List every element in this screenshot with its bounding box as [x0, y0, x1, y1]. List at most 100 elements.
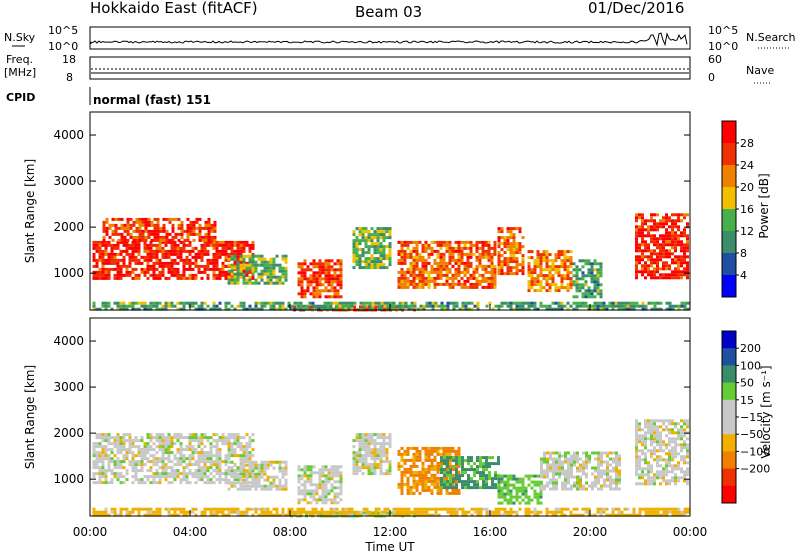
heatmap-cell	[543, 487, 546, 491]
heatmap-cell	[597, 457, 600, 461]
heatmap-cell	[339, 486, 343, 490]
heatmap-cell	[358, 457, 362, 461]
heatmap-cell	[665, 458, 668, 462]
heatmap-cell	[134, 445, 138, 449]
heatmap-cell	[284, 478, 288, 482]
heatmap-cell	[518, 251, 522, 255]
heatmap-cell	[123, 226, 127, 230]
heatmap-cell	[147, 232, 151, 236]
heatmap-cell	[203, 252, 207, 256]
heatmap-cell	[668, 443, 671, 447]
heatmap-cell	[248, 472, 252, 476]
heatmap-cell	[415, 285, 419, 289]
heatmap-cell	[433, 473, 437, 477]
heatmap-cell	[521, 301, 525, 305]
heatmap-cell	[563, 265, 567, 269]
heatmap-cell	[330, 259, 334, 263]
heatmap-cell	[278, 263, 282, 267]
heatmap-cell	[686, 240, 689, 244]
heatmap-cell	[590, 268, 594, 272]
heatmap-cell	[443, 471, 446, 475]
heatmap-cell	[140, 304, 144, 308]
heatmap-cell	[644, 434, 647, 438]
heatmap-cell	[397, 282, 401, 286]
heatmap-cell	[239, 481, 243, 485]
heatmap-cell	[614, 304, 618, 308]
heatmap-cell	[677, 434, 680, 438]
heatmap-cell	[352, 457, 356, 461]
heatmap-cell	[101, 466, 105, 470]
heatmap-cell	[464, 468, 467, 472]
heatmap-cell	[674, 473, 677, 477]
heatmap-cell	[251, 260, 255, 264]
heatmap-cell	[324, 268, 328, 272]
heatmap-cell	[677, 213, 680, 217]
heatmap-cell	[233, 475, 237, 479]
heatmap-cell	[300, 492, 304, 496]
heatmap-cell	[113, 273, 117, 277]
heatmap-cell	[401, 301, 405, 305]
heatmap-cell	[140, 481, 144, 485]
heatmap-cell	[155, 433, 159, 437]
heatmap-cell	[137, 460, 141, 464]
heatmap-cell	[239, 263, 243, 267]
heatmap-cell	[110, 243, 114, 247]
y-tick-label: 3000	[53, 174, 84, 188]
heatmap-cell	[479, 474, 482, 478]
heatmap-cell	[647, 246, 650, 250]
heatmap-cell	[192, 232, 196, 236]
heatmap-cell	[458, 307, 462, 311]
heatmap-cell	[312, 277, 316, 281]
heatmap-cell	[555, 466, 558, 470]
heatmap-cell	[668, 219, 671, 223]
heatmap-cell	[101, 448, 105, 452]
heatmap-cell	[457, 464, 461, 468]
heatmap-cell	[415, 276, 419, 280]
heatmap-cell	[536, 501, 540, 505]
heatmap-cell	[509, 492, 513, 496]
heatmap-cell	[170, 261, 174, 265]
heatmap-cell	[461, 462, 464, 466]
heatmap-cell	[543, 469, 546, 473]
heatmap-cell	[641, 252, 644, 256]
heatmap-cell	[146, 507, 150, 511]
heatmap-cell	[594, 475, 597, 479]
heatmap-cell	[557, 271, 561, 275]
heatmap-cell	[437, 304, 441, 308]
heatmap-cell	[683, 270, 686, 274]
heatmap-cell	[135, 226, 139, 230]
heatmap-cell	[140, 436, 144, 440]
heatmap-cell	[388, 460, 392, 464]
heatmap-cell	[143, 307, 147, 311]
heatmap-cell	[327, 283, 331, 287]
heatmap-cell	[370, 254, 374, 258]
heatmap-cell	[194, 460, 198, 464]
heatmap-cell	[257, 263, 261, 267]
heatmap-cell	[245, 478, 249, 482]
heatmap-cell	[140, 478, 144, 482]
heatmap-cell	[536, 250, 540, 254]
heatmap-cell	[415, 479, 419, 483]
heatmap-cell	[312, 259, 316, 263]
heatmap-cell	[333, 292, 337, 296]
heatmap-cell	[680, 425, 683, 429]
heatmap-cell	[140, 454, 144, 458]
heatmap-cell	[576, 466, 579, 470]
heatmap-cell	[457, 249, 461, 253]
heatmap-cell	[224, 469, 228, 473]
heatmap-cell	[257, 466, 261, 470]
heatmap-cell	[427, 452, 431, 456]
heatmap-cell	[358, 469, 362, 473]
heatmap-cell	[213, 226, 217, 230]
heatmap-cell	[454, 246, 458, 250]
heatmap-cell	[439, 246, 443, 250]
heatmap-cell	[143, 457, 147, 461]
heatmap-cell	[370, 257, 374, 261]
heatmap-cell	[352, 454, 356, 458]
heatmap-cell	[120, 223, 124, 227]
heatmap-cell	[671, 240, 674, 244]
heatmap-cell	[430, 279, 434, 283]
heatmap-cell	[329, 307, 333, 311]
heatmap-cell	[493, 240, 497, 244]
heatmap-cell	[107, 255, 111, 259]
